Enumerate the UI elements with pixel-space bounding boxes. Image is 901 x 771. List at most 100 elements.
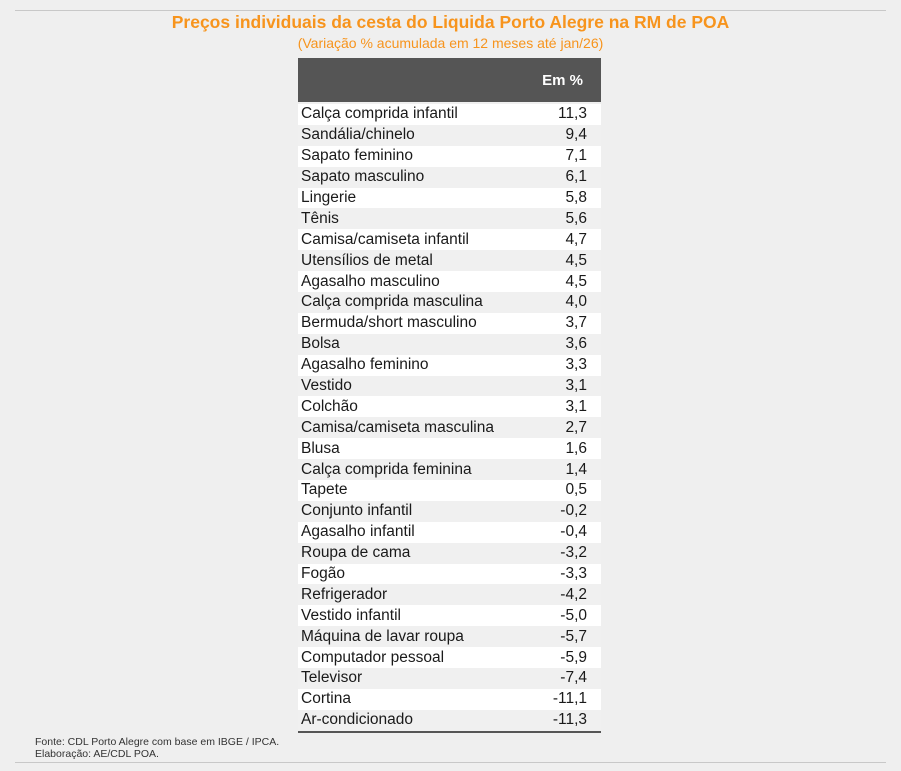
table-row: Bermuda/short masculino 3,7 — [298, 312, 601, 334]
item-value: 0,5 — [565, 481, 587, 499]
item-name: Camisa/camiseta infantil — [301, 230, 469, 248]
item-value: -5,0 — [560, 606, 587, 624]
item-name: Agasalho infantil — [301, 523, 415, 541]
table-row: Agasalho masculino 4,5 — [298, 271, 601, 293]
table-row: Ar-condicionado -11,3 — [298, 709, 601, 731]
item-name: Tênis — [301, 209, 339, 227]
table-row: Sandália/chinelo 9,4 — [298, 124, 601, 146]
item-value: 4,5 — [565, 272, 587, 290]
table-row: Utensílios de metal 4,5 — [298, 250, 601, 272]
table-row: Lingerie 5,8 — [298, 187, 601, 209]
item-name: Lingerie — [301, 189, 357, 206]
item-value: 6,1 — [565, 168, 587, 186]
item-name: Sandália/chinelo — [301, 126, 415, 144]
item-value: 3,3 — [565, 356, 587, 374]
table-row: Calça comprida feminina 1,4 — [298, 459, 601, 481]
item-value: -7,4 — [560, 669, 587, 687]
table-row: Tênis 5,6 — [298, 208, 601, 230]
item-name: Calça comprida feminina — [301, 460, 472, 478]
item-value: -3,3 — [560, 565, 587, 583]
item-name: Ar-condicionado — [301, 711, 414, 729]
table-row: Camisa/camiseta infantil 4,7 — [298, 229, 601, 251]
column-header-percent: Em % — [542, 71, 583, 89]
table-row: Refrigerador -4,2 — [298, 584, 601, 606]
table-row: Camisa/camiseta masculina 2,7 — [298, 417, 601, 439]
item-value: -5,7 — [560, 627, 587, 645]
item-value: 11,3 — [557, 105, 587, 123]
item-name: Conjunto infantil — [301, 502, 413, 520]
table-row: Calça comprida masculina 4,0 — [298, 292, 601, 313]
item-value: -4,2 — [560, 585, 587, 603]
item-name: Sapato feminino — [301, 147, 414, 165]
table-row: Televisor -7,4 — [298, 668, 601, 689]
item-name: Vestido — [301, 377, 352, 395]
item-name: Blusa — [301, 439, 340, 457]
top-divider — [15, 10, 886, 11]
item-name: Calça comprida infantil — [301, 105, 458, 123]
table-row: Cortina -11,1 — [298, 688, 601, 710]
item-value: 3,1 — [565, 377, 587, 395]
credit-note: Elaboração: AE/CDL POA. — [35, 748, 159, 760]
table-row: Vestido infantil -5,0 — [298, 605, 601, 627]
table-row: Tapete 0,5 — [298, 480, 601, 501]
table-row: Roupa de cama -3,2 — [298, 542, 601, 564]
item-name: Cortina — [301, 690, 351, 708]
item-name: Agasalho feminino — [301, 356, 429, 374]
item-value: 5,8 — [565, 189, 587, 206]
item-name: Colchão — [301, 397, 358, 415]
item-value: 4,5 — [565, 251, 587, 269]
table-row: Computador pessoal -5,9 — [298, 647, 601, 669]
item-value: -3,2 — [560, 544, 587, 562]
item-name: Sapato masculino — [301, 168, 425, 186]
table-row: Sapato feminino 7,1 — [298, 145, 601, 167]
item-value: 9,4 — [565, 126, 587, 144]
table-row: Sapato masculino 6,1 — [298, 166, 601, 188]
source-note: Fonte: CDL Porto Alegre com base em IBGE… — [35, 736, 280, 748]
table-row: Conjunto infantil -0,2 — [298, 500, 601, 522]
item-name: Bolsa — [301, 335, 340, 353]
item-value: -5,9 — [560, 648, 587, 666]
item-value: 5,6 — [565, 209, 587, 227]
item-name: Utensílios de metal — [301, 251, 433, 269]
item-name: Fogão — [301, 565, 345, 583]
table-row: Bolsa 3,6 — [298, 333, 601, 355]
table-row: Agasalho infantil -0,4 — [298, 521, 601, 543]
table-row: Agasalho feminino 3,3 — [298, 354, 601, 376]
item-value: 1,4 — [565, 460, 587, 478]
item-value: -0,2 — [560, 502, 587, 520]
table-row: Blusa 1,6 — [298, 438, 601, 460]
price-table: Em % Calça comprida infantil 11,3 Sandália… — [298, 58, 601, 733]
item-name: Camisa/camiseta masculina — [301, 418, 494, 436]
page-subtitle: (Variação % acumulada em 12 meses até ja… — [297, 35, 604, 51]
table-row: Fogão -3,3 — [298, 563, 601, 585]
item-name: Vestido infantil — [301, 606, 401, 624]
item-value: 3,1 — [565, 397, 587, 415]
item-name: Tapete — [301, 481, 348, 499]
item-value: 3,7 — [565, 314, 587, 332]
bottom-divider — [15, 762, 886, 763]
page-title: Preços individuais da cesta do Liquida P… — [171, 12, 730, 32]
item-name: Agasalho masculino — [301, 272, 440, 290]
item-value: -11,3 — [552, 711, 587, 729]
table-row: Colchão 3,1 — [298, 396, 601, 418]
item-name: Máquina de lavar roupa — [301, 627, 464, 645]
item-value: 1,6 — [565, 439, 587, 457]
item-name: Televisor — [301, 669, 363, 687]
item-value: -0,4 — [560, 523, 587, 541]
table-row: Máquina de lavar roupa -5,7 — [298, 626, 601, 648]
item-name: Roupa de cama — [301, 544, 411, 562]
table-row: Vestido 3,1 — [298, 375, 601, 397]
item-name: Computador pessoal — [301, 648, 445, 666]
item-name: Calça comprida masculina — [301, 293, 483, 311]
item-value: 2,7 — [565, 418, 587, 436]
item-value: 4,0 — [565, 293, 587, 311]
item-value: 7,1 — [565, 147, 587, 165]
footnotes: Fonte: CDL Porto Alegre com base em IBGE… — [35, 736, 279, 760]
item-value: 4,7 — [565, 230, 587, 248]
item-value: 3,6 — [565, 335, 587, 353]
item-value: -11,1 — [552, 690, 587, 708]
table-body: Calça comprida infantil 11,3 Sandália/chin… — [298, 102, 601, 733]
item-name: Bermuda/short masculino — [301, 314, 477, 332]
table-header: Em % — [298, 58, 601, 102]
table-row: Calça comprida infantil 11,3 — [298, 104, 601, 125]
